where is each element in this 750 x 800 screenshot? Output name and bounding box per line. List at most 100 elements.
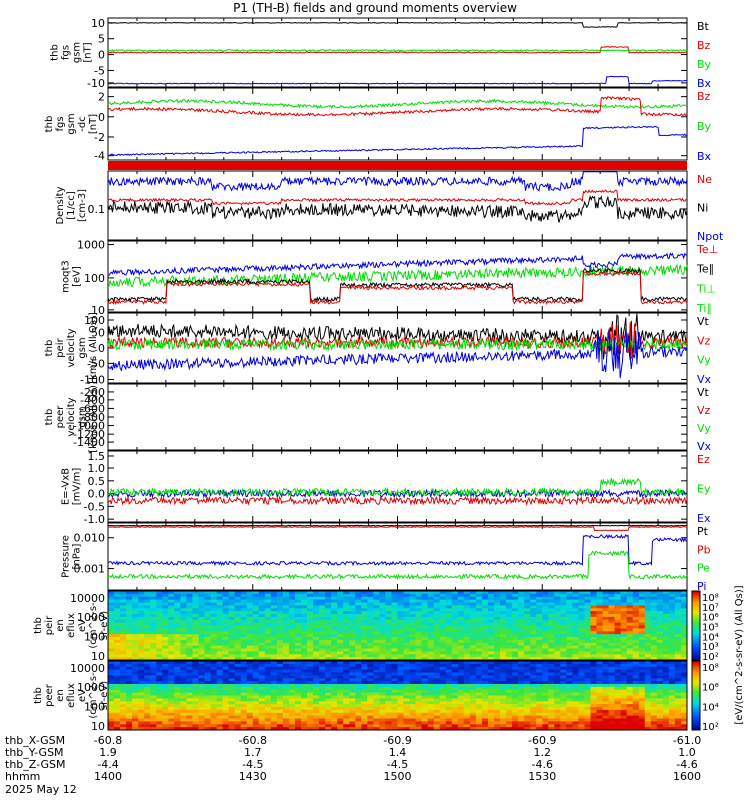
spectrogram-cell [174,628,181,632]
spectrogram-cell [343,642,350,647]
spectrogram-cell [488,727,495,731]
spectrogram-cell [590,718,597,722]
spectrogram-cell [325,657,332,661]
spectrogram-cell [288,689,296,694]
spectrogram-cell [463,596,471,601]
spectrogram-cell [457,637,465,641]
spectrogram-cell [548,648,555,652]
spectrogram-cell [644,639,652,644]
spectrogram-cell [578,654,585,658]
spectrogram-cell [120,654,127,658]
spectrogram-cell [276,678,284,682]
spectrogram-cell [222,712,230,717]
spectrogram-cell [264,642,272,647]
y-axis-label-line: peir [44,615,55,635]
spectrogram-cell [132,698,139,702]
spectrogram-cell [246,712,254,717]
spectrogram-cell [548,718,555,722]
spectrogram-cell [481,715,489,719]
spectrogram-cell [488,669,495,673]
spectrogram-cell [469,639,477,644]
spectrogram-cell [650,614,658,618]
spectrogram-cell [252,611,260,615]
spectrogram-cell [469,704,477,708]
spectrogram-cell [415,707,423,711]
spectrogram-cell [180,616,187,621]
spectrogram-cell [349,614,356,618]
spectrogram-cell [554,634,561,638]
spectrogram-cell [397,599,404,603]
spectrogram-cell [662,645,670,649]
spectrogram-cell [590,622,597,626]
spectrogram-cell [662,625,670,629]
spectrogram-cell [572,645,579,649]
spectrogram-cell [373,651,380,655]
spectrogram-cell [162,614,169,618]
spectrogram-cell [457,684,465,688]
spectrogram-cell [204,689,211,694]
spectrogram-cell [331,602,338,606]
spectrogram-cell [174,602,181,606]
spectrogram-cell [156,608,163,612]
spectrogram-cell [379,727,386,731]
spectrogram-cell [282,591,290,595]
spectrogram-cell [295,695,302,699]
spectrogram-cell [138,619,145,624]
spectrogram-cell [234,625,242,629]
spectrogram-cell [445,695,453,699]
spectrogram-cell [343,672,350,676]
spectrogram-cell [174,596,181,601]
spectrogram-cell [626,616,634,621]
spectrogram-cell [475,724,483,728]
spectrogram-cell [120,672,127,676]
spectrogram-cell [445,593,453,598]
spectrogram-cell [433,661,441,665]
spectrogram-cell [481,591,489,595]
spectrogram-cell [349,701,356,705]
spectrogram-cell [361,619,368,624]
spectrogram-cell [560,701,567,705]
spectrogram-cell [397,645,404,649]
spectrogram-cell [475,602,483,606]
spectrogram-cell [150,712,157,717]
spectrogram-cell [451,695,459,699]
spectrogram-cell [397,698,404,702]
spectrogram-cell [674,642,682,647]
spectrogram-cell [108,625,115,629]
spectrogram-cell [439,619,447,624]
spectrogram-cell [506,619,513,624]
spectrogram-cell [367,622,374,626]
spectrogram-cell [349,651,356,655]
spectrogram-cell [488,686,495,691]
spectrogram-cell [596,657,603,661]
spectrogram-cell [337,616,344,621]
spectrogram-cell [361,684,368,688]
spectrogram-cell [415,591,423,595]
spectrogram-cell [270,721,278,725]
spectrogram-cell [246,661,254,665]
spectrogram-cell [536,663,543,668]
spectrogram-cell [572,657,579,661]
spectrogram-cell [451,654,459,658]
spectrogram-cell [536,596,543,601]
spectrogram-cell [228,637,236,641]
spectrogram-cell [500,704,507,708]
spectrogram-cell [349,686,356,691]
spectrogram-cell [475,661,483,665]
spectrogram-cell [650,637,658,641]
spectrogram-cell [349,619,356,624]
spectrogram-cell [475,698,483,702]
spectrogram-cell [150,669,157,673]
spectrogram-cell [385,718,392,722]
spectrogram-cell [403,704,410,708]
spectrogram-cell [536,672,543,676]
spectrogram-cell [282,724,290,728]
spectrogram-cell [500,625,507,629]
spectrogram-cell [138,591,145,595]
series-ti-perp [107,263,688,288]
spectrogram-cell [560,654,567,658]
spectrogram-cell [644,605,652,609]
spectrogram-cell [198,695,205,699]
spectrogram-cell [156,605,163,609]
spectrogram-cell [210,614,217,618]
